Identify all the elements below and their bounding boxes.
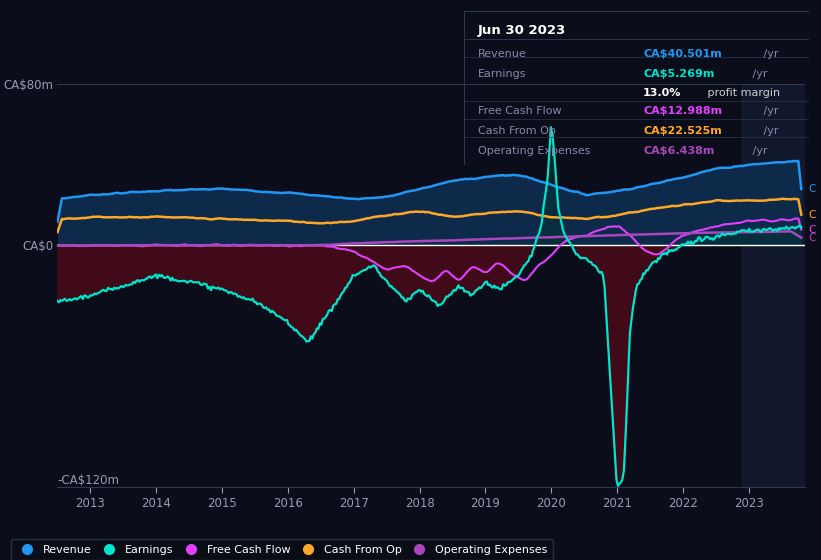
Text: CA$6.438m: CA$6.438m <box>643 146 714 156</box>
Text: /yr: /yr <box>749 69 768 80</box>
Text: C: C <box>809 209 816 220</box>
Text: C: C <box>809 233 816 242</box>
Text: Earnings: Earnings <box>478 69 526 80</box>
Text: /yr: /yr <box>760 127 779 136</box>
Text: Operating Expenses: Operating Expenses <box>478 146 590 156</box>
Text: profit margin: profit margin <box>704 88 780 98</box>
Text: CA$22.525m: CA$22.525m <box>643 127 722 136</box>
Text: C: C <box>809 184 816 194</box>
Text: 13.0%: 13.0% <box>643 88 681 98</box>
Text: /yr: /yr <box>760 106 779 116</box>
Bar <box>742 84 805 487</box>
Text: C: C <box>809 225 816 235</box>
Text: Revenue: Revenue <box>478 49 526 59</box>
Text: CA$40.501m: CA$40.501m <box>643 49 722 59</box>
Text: CA$12.988m: CA$12.988m <box>643 106 722 116</box>
Text: CA$5.269m: CA$5.269m <box>643 69 714 80</box>
Text: Cash From Op: Cash From Op <box>478 127 556 136</box>
Text: -CA$120m: -CA$120m <box>57 474 120 487</box>
Text: Free Cash Flow: Free Cash Flow <box>478 106 562 116</box>
Legend: Revenue, Earnings, Free Cash Flow, Cash From Op, Operating Expenses: Revenue, Earnings, Free Cash Flow, Cash … <box>11 539 553 560</box>
Text: /yr: /yr <box>760 49 779 59</box>
Text: /yr: /yr <box>749 146 768 156</box>
Text: Jun 30 2023: Jun 30 2023 <box>478 24 566 36</box>
